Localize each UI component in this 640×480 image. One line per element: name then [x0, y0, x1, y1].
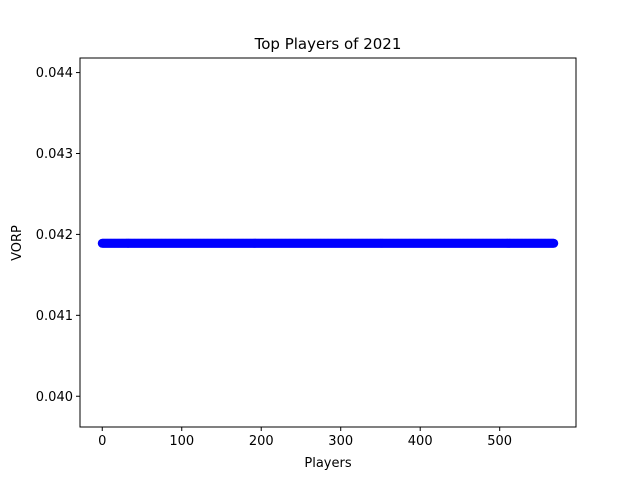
x-tick-label: 300 — [328, 434, 353, 449]
y-tick-label: 0.041 — [36, 309, 73, 324]
plot-frame — [79, 57, 577, 428]
y-tick-label: 0.044 — [36, 66, 73, 81]
y-axis-ticks: 0.040 0.041 0.042 0.043 0.044 — [36, 66, 80, 405]
x-tick-label: 500 — [487, 434, 512, 449]
y-tick-label: 0.043 — [36, 147, 73, 162]
scatter-points — [97, 238, 559, 248]
x-tick-label: 100 — [169, 434, 194, 449]
chart-title: Top Players of 2021 — [254, 35, 402, 53]
y-tick-label: 0.040 — [36, 390, 73, 405]
y-axis-label: VORP — [10, 225, 25, 261]
x-tick-label: 0 — [98, 434, 106, 449]
x-tick-label: 200 — [249, 434, 274, 449]
x-tick-label: 400 — [408, 434, 433, 449]
y-tick-label: 0.042 — [36, 228, 73, 243]
x-axis-ticks: 0 100 200 300 400 500 — [98, 427, 512, 449]
x-axis-label: Players — [304, 456, 351, 471]
data-point — [549, 238, 559, 248]
